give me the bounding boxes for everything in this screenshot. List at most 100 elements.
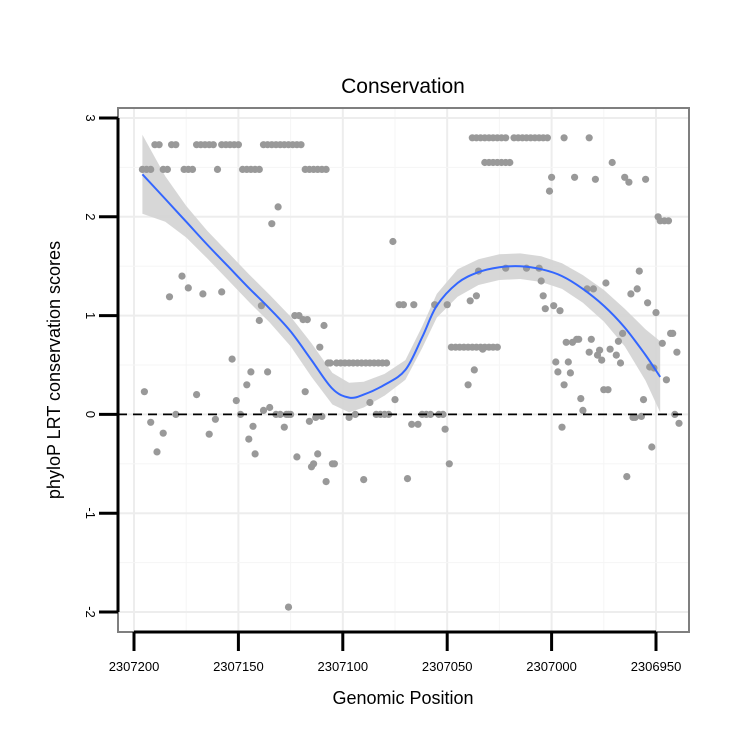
data-point [322, 478, 330, 486]
data-point [251, 450, 259, 458]
data-point [426, 410, 435, 418]
data-point [153, 448, 161, 456]
data-point [539, 292, 547, 300]
data-point [159, 429, 167, 437]
data-point [255, 165, 263, 173]
y-tick-label: 1 [83, 312, 98, 319]
data-point [234, 141, 242, 149]
data-point [408, 420, 416, 428]
data-point [205, 430, 213, 438]
data-point [470, 366, 478, 374]
data-point [147, 165, 155, 173]
data-point [642, 175, 650, 183]
grid-lines [118, 108, 689, 632]
data-point [147, 418, 155, 426]
data-point [268, 220, 276, 228]
data-point [673, 348, 681, 356]
x-tick-label: 2306950 [631, 659, 682, 674]
x-tick-label: 2307050 [422, 659, 473, 674]
data-point [140, 388, 148, 396]
data-point [322, 165, 330, 173]
data-point [552, 358, 560, 366]
y-tick-label: -2 [83, 606, 98, 618]
data-point [389, 237, 397, 246]
data-point [163, 165, 171, 173]
data-point [633, 285, 641, 293]
data-point [312, 413, 320, 421]
data-point [537, 277, 545, 285]
data-point [314, 450, 322, 458]
data-point [228, 355, 236, 363]
data-point [360, 476, 368, 484]
data-point [155, 141, 163, 149]
scatter-points [138, 134, 683, 611]
data-point [266, 403, 274, 412]
data-point [172, 410, 180, 418]
data-point [545, 187, 554, 195]
data-point [247, 368, 255, 376]
data-point [305, 417, 313, 425]
data-point [571, 173, 579, 181]
data-point [414, 420, 422, 428]
chart-title: Conservation [341, 75, 465, 98]
data-point [648, 443, 656, 451]
data-point [562, 338, 570, 346]
data-point [439, 410, 447, 418]
data-point [320, 321, 328, 330]
x-tick-label: 2307150 [213, 659, 264, 674]
data-point [441, 425, 449, 433]
data-point [330, 460, 338, 468]
data-point [259, 406, 268, 414]
smooth-line-group [141, 173, 662, 399]
data-point [264, 368, 272, 376]
data-point [293, 453, 301, 461]
data-point [625, 178, 633, 186]
data-point [558, 423, 566, 431]
data-point [443, 301, 451, 309]
data-point [249, 422, 257, 430]
data-point [623, 473, 631, 481]
data-point [211, 415, 219, 423]
data-point [445, 460, 453, 468]
data-point [587, 335, 595, 343]
data-point [178, 272, 186, 280]
data-point [585, 348, 593, 356]
data-point [635, 267, 643, 275]
data-point [351, 410, 359, 418]
data-point [543, 134, 552, 142]
data-point [213, 165, 222, 173]
data-point [274, 203, 282, 211]
data-point [575, 335, 583, 343]
data-point [255, 316, 263, 325]
data-point [199, 290, 207, 298]
data-point [506, 158, 514, 167]
data-point [280, 423, 288, 431]
data-point [209, 141, 217, 149]
data-point [585, 134, 593, 142]
y-tick-label: -1 [83, 507, 98, 519]
data-point [218, 288, 226, 296]
data-point [326, 359, 334, 367]
y-axis-label: phyloP LRT conservation scores [44, 241, 64, 499]
confidence-band-group [142, 134, 661, 413]
data-point [493, 343, 501, 351]
data-point [560, 381, 568, 389]
data-point [301, 388, 309, 396]
data-point [316, 343, 324, 351]
data-point [614, 337, 623, 345]
y-tick-label: 2 [83, 213, 98, 220]
data-point [616, 359, 625, 367]
data-point [410, 301, 418, 309]
data-point [245, 435, 253, 443]
data-point [232, 397, 240, 405]
data-point [165, 293, 174, 301]
data-point [669, 329, 677, 337]
data-point [598, 356, 606, 364]
data-point [391, 396, 399, 404]
data-point [188, 165, 197, 173]
data-point [644, 299, 652, 307]
y-tick-label: 3 [83, 114, 98, 121]
data-point [479, 345, 487, 353]
data-point [662, 376, 671, 384]
